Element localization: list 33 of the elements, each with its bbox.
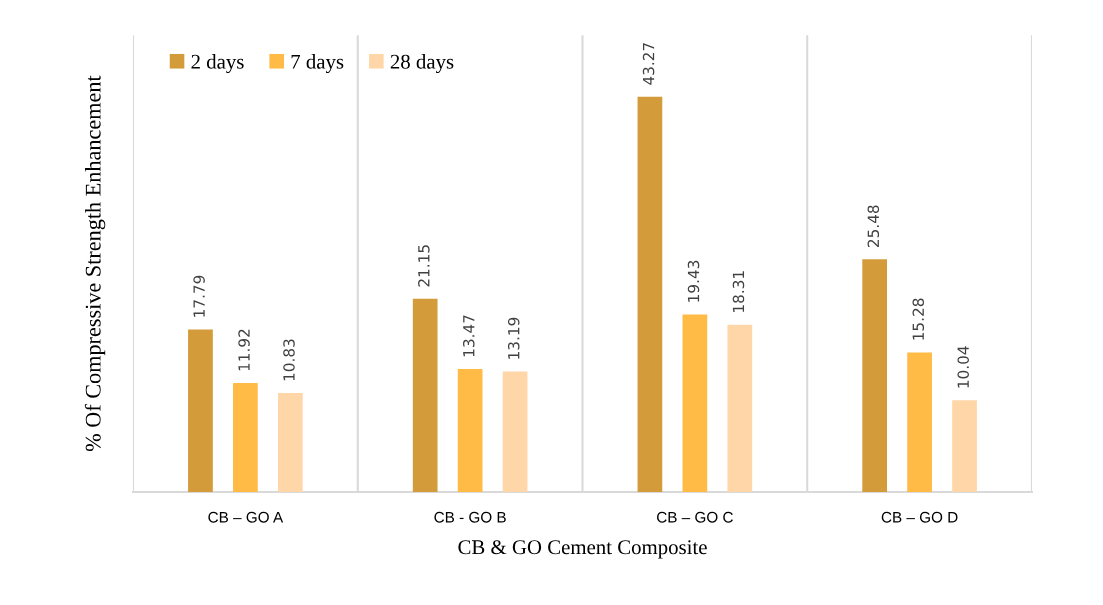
bar: [188, 329, 213, 492]
data-label: 25.48: [867, 205, 880, 247]
data-label: 17.79: [193, 275, 205, 317]
data-label: 21.15: [418, 245, 430, 287]
x-tick-label: CB - GO B: [434, 511, 506, 523]
data-label: 10.83: [283, 339, 295, 381]
x-axis-title: CB & GO Cement Composite: [458, 540, 707, 559]
legend-label: 28 days: [390, 54, 454, 74]
legend-label: 2 days: [191, 54, 244, 74]
data-label: 11.92: [238, 329, 250, 371]
data-label: 19.43: [687, 260, 700, 302]
data-label: 10.04: [957, 346, 969, 388]
data-label: 18.31: [732, 271, 745, 312]
bar: [907, 352, 932, 492]
x-tick-label: CB – GO D: [881, 511, 958, 523]
bar: [952, 400, 977, 492]
bar: [412, 298, 438, 492]
data-label: 13.19: [507, 317, 520, 359]
bar: [862, 259, 888, 492]
bar: [233, 383, 258, 492]
x-tick-label: CB – GO A: [208, 511, 284, 523]
legend-label: 7 days: [291, 54, 344, 74]
data-label: 15.28: [912, 298, 925, 340]
bar: [637, 96, 663, 492]
data-label: 43.27: [642, 43, 655, 85]
y-axis-title: % Of Compressive Strength Enhancement: [84, 75, 106, 452]
bar: [727, 324, 753, 492]
bar: [277, 393, 303, 492]
bar: [457, 368, 483, 492]
bar: [682, 314, 708, 492]
bar: [502, 371, 528, 492]
data-label: 13.47: [463, 315, 475, 357]
x-tick-label: CB – GO C: [657, 511, 733, 523]
